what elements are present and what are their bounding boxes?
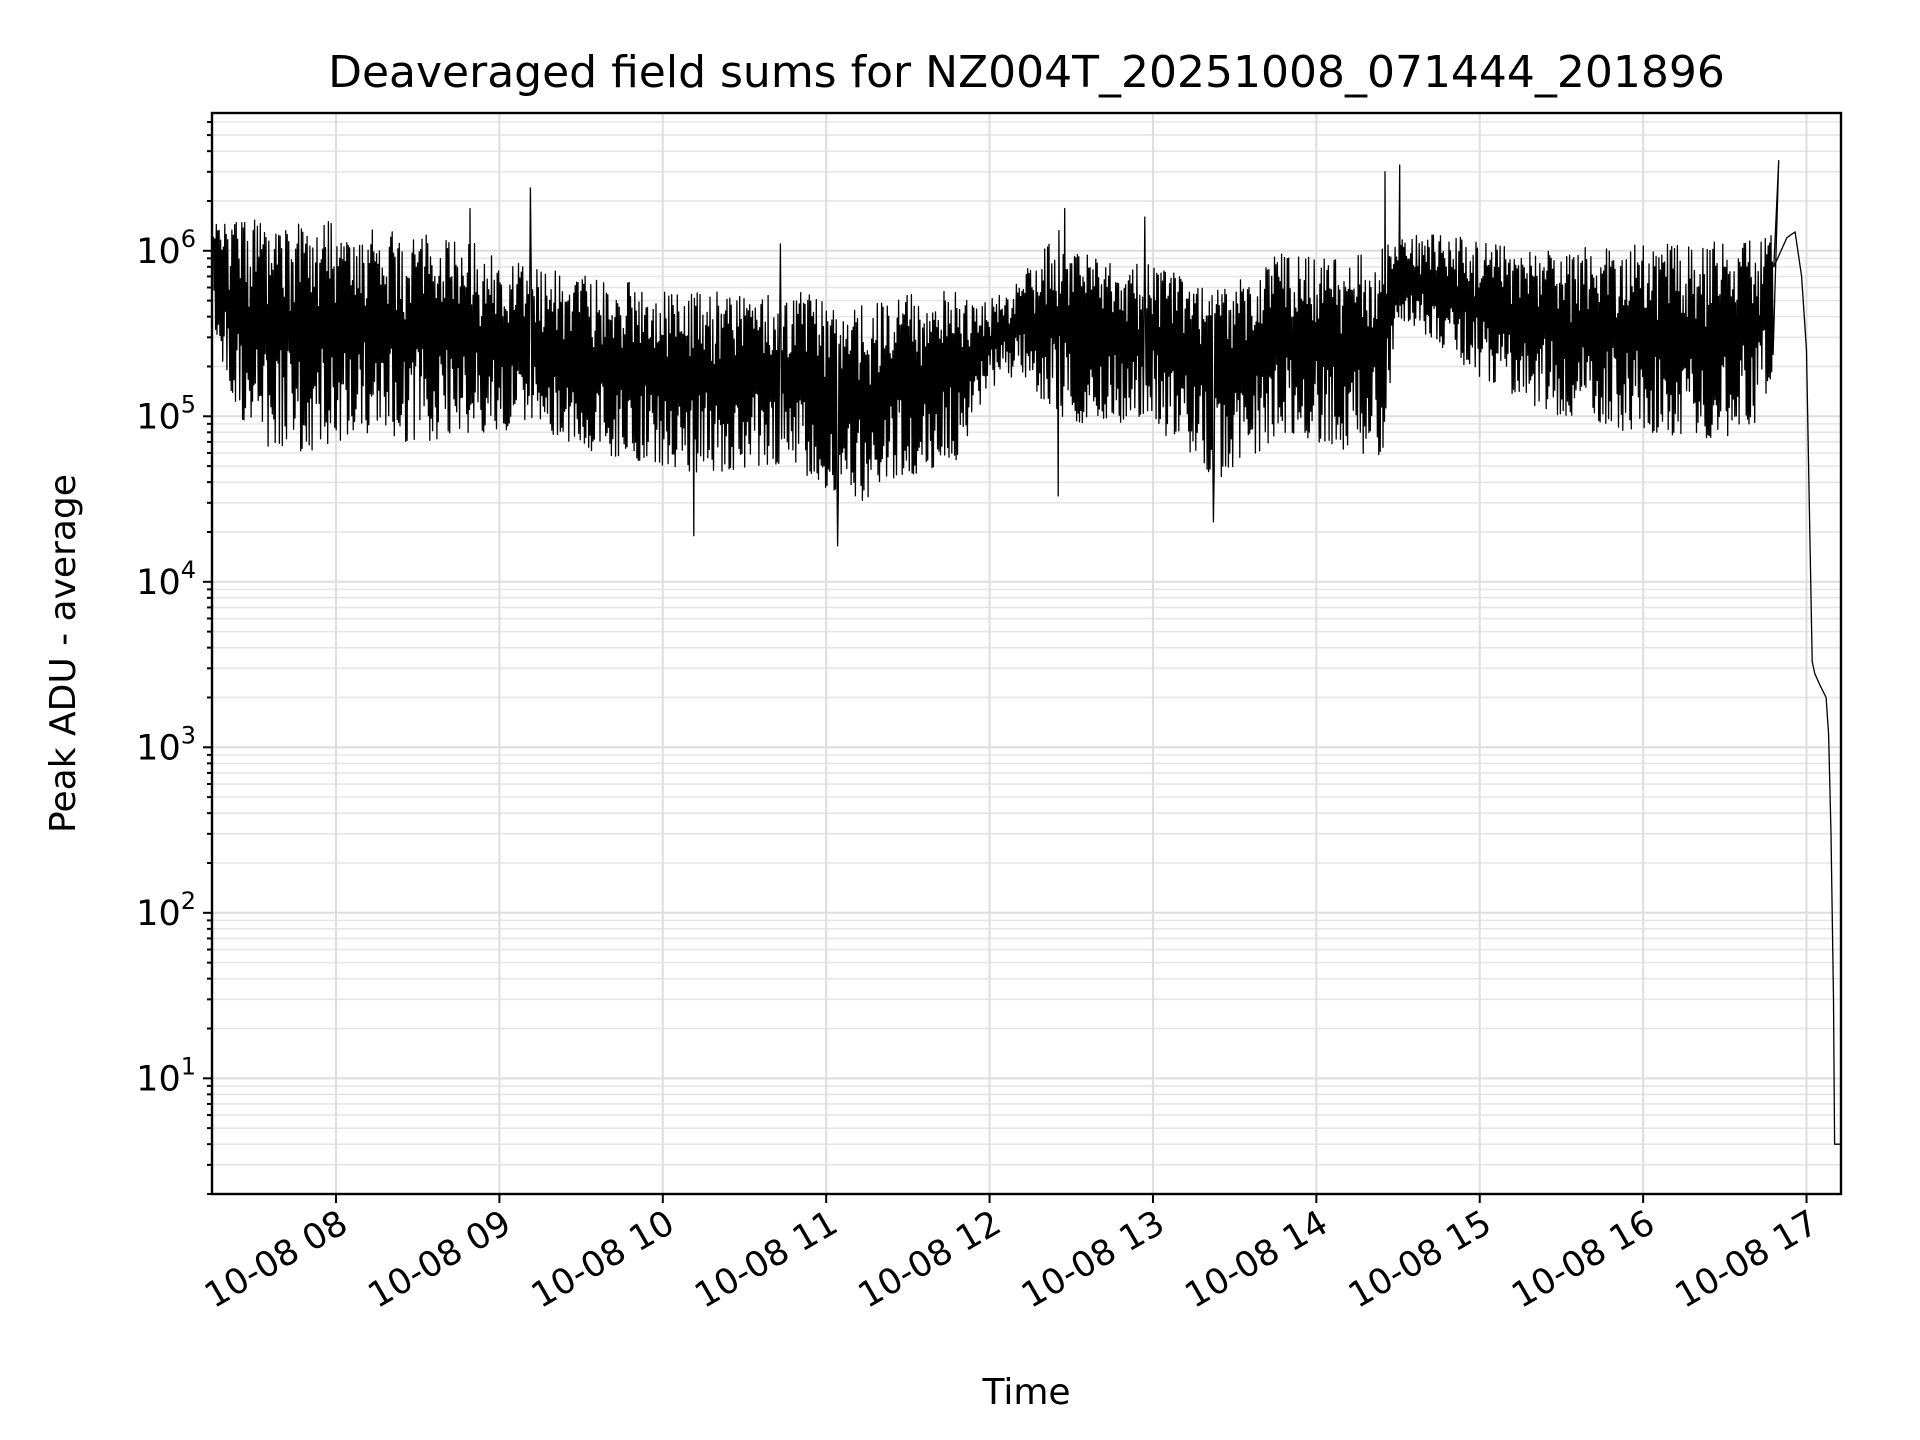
y-tick-label: 105 xyxy=(136,390,196,437)
y-tick-base: 10 xyxy=(136,397,181,437)
y-tick-label: 103 xyxy=(136,721,196,768)
y-tick-exponent: 2 xyxy=(181,887,196,915)
y-tick-exponent: 4 xyxy=(181,556,196,584)
y-tick-label: 104 xyxy=(136,556,196,603)
series-line xyxy=(212,160,1841,1145)
y-tick-base: 10 xyxy=(136,894,181,934)
y-tick-label: 101 xyxy=(136,1052,196,1099)
y-tick-base: 10 xyxy=(136,728,181,768)
chart-title: Deaveraged field sums for NZ004T_2025100… xyxy=(328,47,1725,98)
plot-frame xyxy=(210,111,1843,1196)
series-layer xyxy=(212,160,1841,1145)
y-tick-exponent: 5 xyxy=(181,390,196,418)
y-tick-exponent: 3 xyxy=(181,721,196,749)
y-tick-label: 106 xyxy=(136,225,196,272)
y-tick-label: 102 xyxy=(136,887,196,934)
y-tick-exponent: 6 xyxy=(181,225,196,253)
y-tick-base: 10 xyxy=(136,232,181,272)
y-tick-base: 10 xyxy=(136,1059,181,1099)
y-tick-base: 10 xyxy=(136,563,181,603)
x-axis-label: Time xyxy=(981,1372,1070,1413)
y-axis-label: Peak ADU - average xyxy=(43,474,84,833)
y-tick-exponent: 1 xyxy=(181,1052,196,1080)
